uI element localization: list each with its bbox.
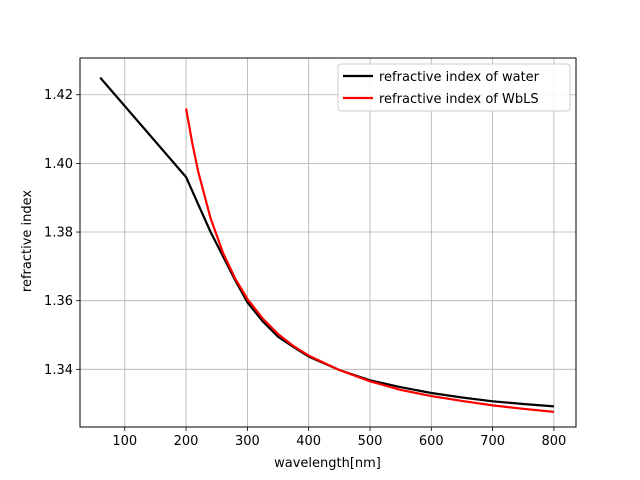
y-tick-label: 1.40 — [44, 157, 73, 172]
y-tick-label: 1.36 — [44, 294, 73, 309]
legend: refractive index of water refractive ind… — [337, 63, 571, 112]
y-axis-label: refractive index — [20, 190, 35, 292]
x-tick-label: 600 — [419, 434, 444, 449]
x-tick-label: 100 — [112, 434, 137, 449]
legend-box — [337, 63, 571, 112]
legend-label: refractive index of WbLS — [379, 92, 539, 107]
series-line-0 — [99, 76, 554, 408]
x-axis-label: wavelength[nm] — [274, 456, 381, 471]
y-tick-label: 1.42 — [44, 88, 73, 103]
x-tick-label: 200 — [174, 434, 199, 449]
x-tick-label: 800 — [542, 434, 567, 449]
plot-frame — [79, 57, 577, 428]
series-line-1 — [185, 108, 555, 413]
x-tick-label: 500 — [358, 434, 383, 449]
series-lines — [99, 76, 555, 413]
x-tick-label: 300 — [235, 434, 260, 449]
grid — [80, 58, 576, 427]
axis-ticks: 100 200 300 400 500 600 700 800 1.34 1.36 1.38 1.40… — [44, 88, 566, 449]
y-tick-label: 1.34 — [44, 363, 73, 378]
x-tick-label: 400 — [296, 434, 321, 449]
y-tick-label: 1.38 — [44, 226, 73, 241]
x-tick-label: 700 — [480, 434, 505, 449]
legend-label: refractive index of water — [379, 70, 540, 85]
